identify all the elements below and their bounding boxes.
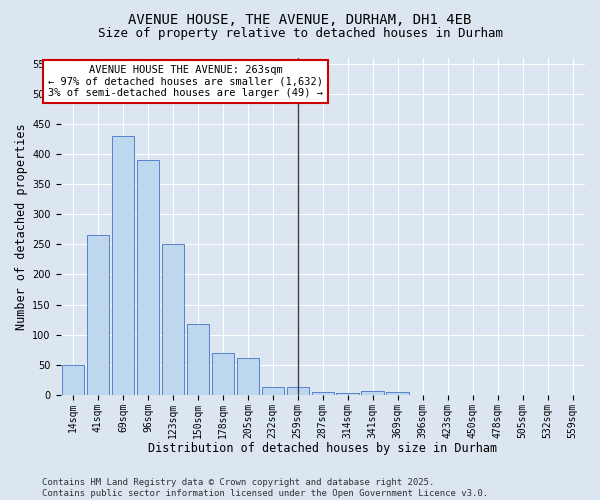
Bar xyxy=(361,392,384,395)
Bar xyxy=(137,160,159,395)
Text: Size of property relative to detached houses in Durham: Size of property relative to detached ho… xyxy=(97,28,503,40)
Bar xyxy=(386,392,409,395)
Bar xyxy=(262,386,284,395)
Text: AVENUE HOUSE THE AVENUE: 263sqm
← 97% of detached houses are smaller (1,632)
3% : AVENUE HOUSE THE AVENUE: 263sqm ← 97% of… xyxy=(48,65,323,98)
Bar xyxy=(87,236,109,395)
Y-axis label: Number of detached properties: Number of detached properties xyxy=(15,123,28,330)
Bar xyxy=(212,353,234,395)
Bar xyxy=(236,358,259,395)
Bar xyxy=(287,387,309,395)
Bar xyxy=(112,136,134,395)
Bar xyxy=(187,324,209,395)
Bar xyxy=(337,392,359,395)
Text: AVENUE HOUSE, THE AVENUE, DURHAM, DH1 4EB: AVENUE HOUSE, THE AVENUE, DURHAM, DH1 4E… xyxy=(128,12,472,26)
Text: Contains HM Land Registry data © Crown copyright and database right 2025.
Contai: Contains HM Land Registry data © Crown c… xyxy=(42,478,488,498)
X-axis label: Distribution of detached houses by size in Durham: Distribution of detached houses by size … xyxy=(148,442,497,455)
Bar xyxy=(311,392,334,395)
Bar xyxy=(161,244,184,395)
Bar xyxy=(62,365,84,395)
